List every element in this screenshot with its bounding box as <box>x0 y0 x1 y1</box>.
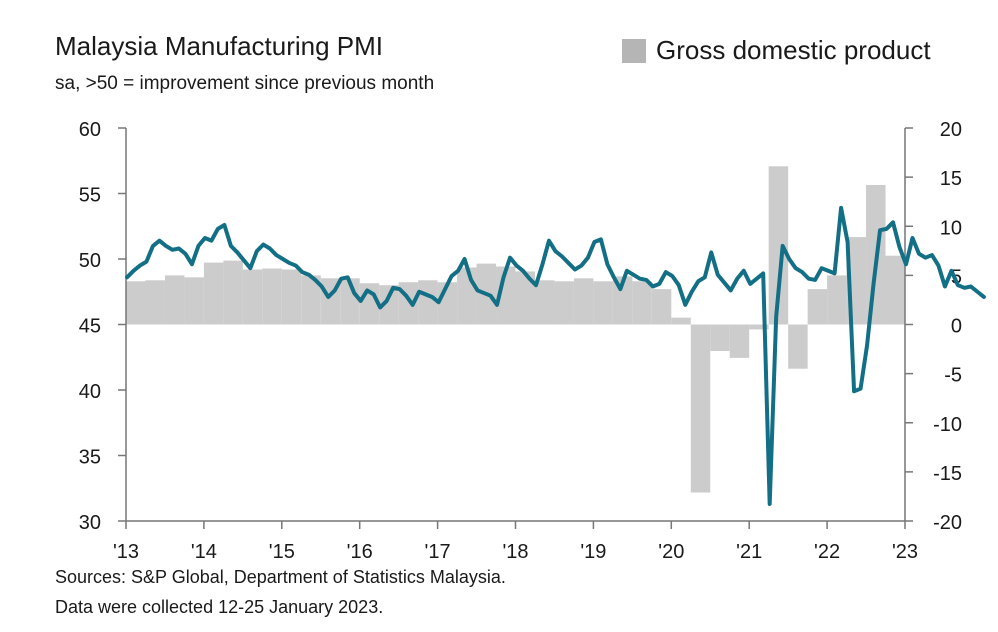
collection-note: Data were collected 12-25 January 2023. <box>55 597 384 617</box>
gdp-bar <box>262 268 282 325</box>
gdp-bar <box>203 262 224 325</box>
gdp-bar <box>126 281 146 325</box>
gdp-bar <box>632 281 652 325</box>
left-tick-label: 35 <box>79 447 101 469</box>
right-tick-label: -10 <box>933 414 962 436</box>
chart-subtitle: sa, >50 = improvement since previous mon… <box>55 73 435 94</box>
gdp-bar <box>690 324 711 493</box>
gdp-bar <box>223 260 243 325</box>
gdp-bar <box>554 281 574 325</box>
sources-note: Sources: S&P Global, Department of Stati… <box>55 567 506 587</box>
left-tick-label: 60 <box>79 119 101 141</box>
gdp-bar <box>768 166 789 325</box>
legend-label-gdp: Gross domestic product <box>656 35 931 65</box>
chart-title: Malaysia Manufacturing PMI <box>55 31 384 61</box>
right-tick-label: 20 <box>940 119 962 141</box>
legend: Gross domestic product <box>622 35 931 66</box>
gdp-bar <box>788 324 808 369</box>
pmi-line <box>125 205 986 506</box>
x-tick-label: '16 <box>347 541 373 563</box>
x-tick-label: '20 <box>658 541 684 563</box>
right-tick-label: -5 <box>944 365 962 387</box>
gdp-bar <box>281 269 302 325</box>
right-tick-label: 0 <box>951 316 962 338</box>
left-tick-label: 45 <box>79 316 101 338</box>
left-tick-label: 55 <box>79 185 101 207</box>
gdp-bar <box>242 269 263 325</box>
gdp-bar <box>710 324 730 352</box>
gdp-bar <box>301 275 321 325</box>
x-tick-label: '15 <box>269 541 295 563</box>
gdp-bar <box>651 289 672 325</box>
right-tick-label: -20 <box>933 512 962 534</box>
gdp-bar <box>885 255 906 325</box>
left-tick-label: 50 <box>79 250 101 272</box>
right-tick-label: 15 <box>940 168 962 190</box>
gdp-bar <box>184 277 204 325</box>
gdp-bar <box>593 281 613 325</box>
left-tick-label: 40 <box>79 381 101 403</box>
x-tick-label: '17 <box>425 541 451 563</box>
gdp-bar <box>573 278 594 325</box>
gdp-bar <box>671 317 691 325</box>
right-tick-label: -15 <box>933 463 962 485</box>
x-tick-label: '19 <box>580 541 606 563</box>
gdp-bar <box>145 280 165 325</box>
gdp-bar <box>807 289 828 325</box>
x-tick-label: '22 <box>814 541 840 563</box>
x-tick-label: '18 <box>502 541 528 563</box>
x-tick-label: '14 <box>191 541 217 563</box>
left-tick-label: 30 <box>79 512 101 534</box>
gdp-bar <box>164 275 185 325</box>
gdp-bar <box>379 285 399 325</box>
gdp-bar <box>457 267 477 325</box>
gdp-bar <box>729 324 750 358</box>
gdp-bar <box>515 271 535 325</box>
x-tick-label: '21 <box>736 541 762 563</box>
gdp-bar <box>418 280 438 325</box>
right-tick-label: 10 <box>940 217 962 239</box>
x-tick-label: '13 <box>113 541 139 563</box>
gdp-bar <box>749 324 769 330</box>
legend-swatch-gdp <box>622 38 646 63</box>
gdp-bar <box>827 275 847 325</box>
gdp-bar <box>534 280 555 325</box>
x-tick-label: '23 <box>892 541 918 563</box>
